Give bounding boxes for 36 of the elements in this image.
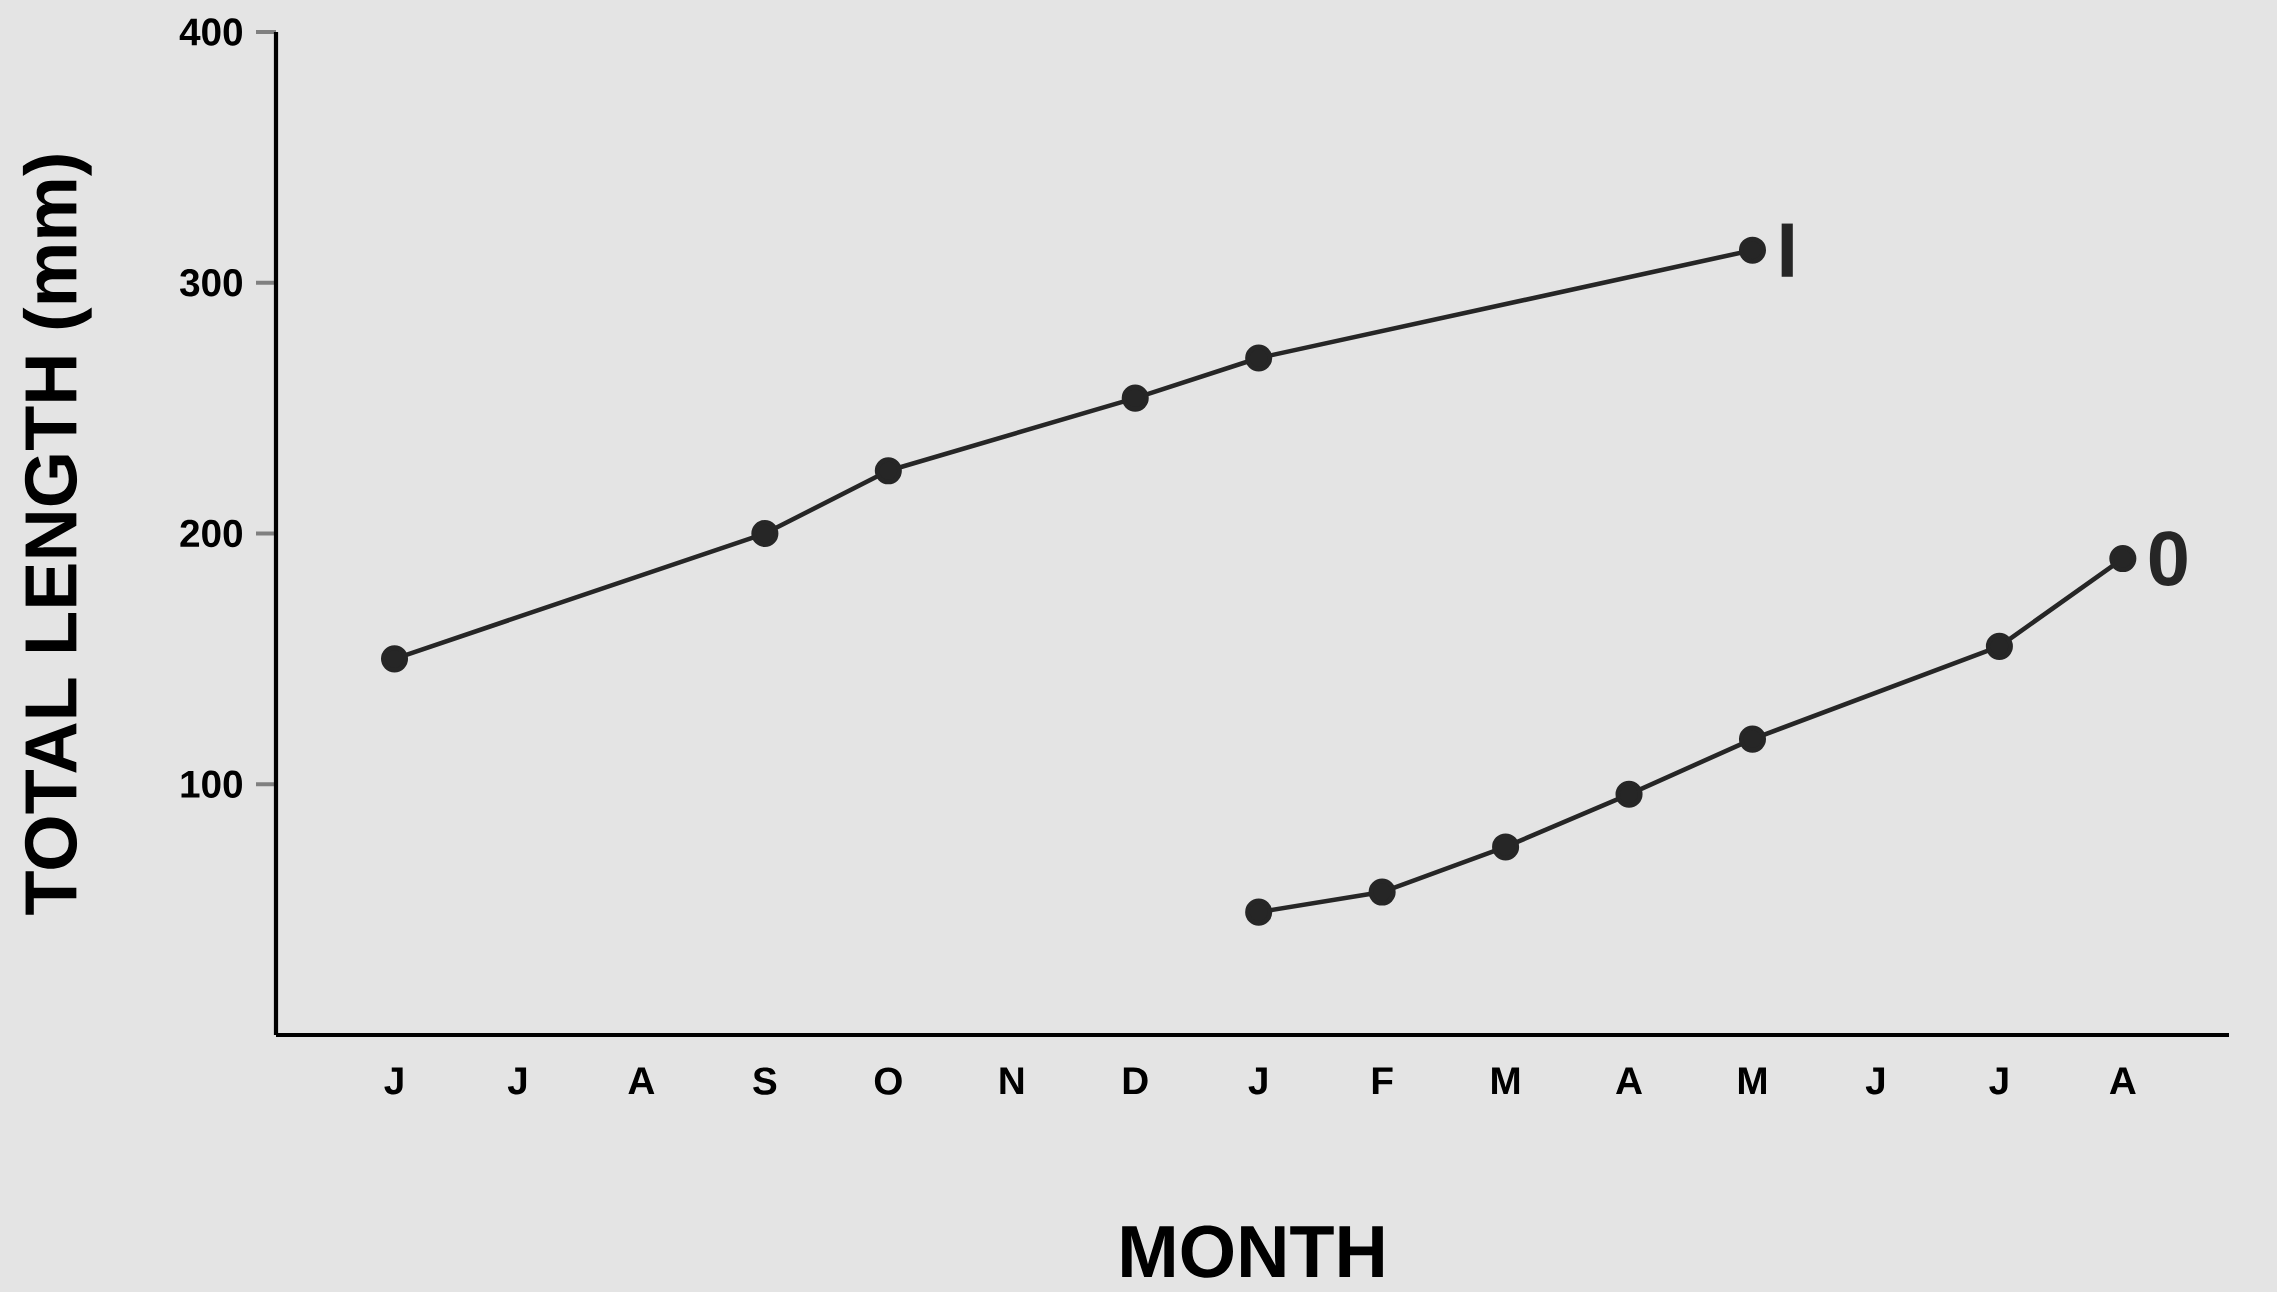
y-tick-label: 100 bbox=[181, 770, 242, 798]
point bbox=[380, 645, 409, 673]
point bbox=[1738, 725, 1767, 753]
x-tick-label: J bbox=[1989, 1067, 2008, 1095]
point bbox=[1985, 632, 2013, 660]
y-tick-label: 400 bbox=[179, 18, 242, 46]
x-tick-label: J bbox=[1865, 1067, 1885, 1095]
point bbox=[1245, 344, 1273, 372]
y-tick-label: 300 bbox=[179, 269, 242, 297]
point bbox=[751, 519, 779, 548]
y-axis-title: TOTAL LENGTH (mm) bbox=[22, 155, 92, 915]
y-tick-label: 200 bbox=[180, 519, 242, 548]
point bbox=[1245, 898, 1273, 926]
point bbox=[874, 457, 902, 485]
x-tick-label: J bbox=[384, 1067, 403, 1095]
x-tick-label: F bbox=[1372, 1067, 1393, 1095]
x-tick-label: A bbox=[628, 1067, 655, 1095]
legend-label: 0 bbox=[2149, 531, 2187, 586]
point bbox=[1492, 833, 1520, 861]
x-tick-label: J bbox=[1248, 1067, 1267, 1095]
x-tick-label: S bbox=[753, 1067, 777, 1095]
x-tick-label: M bbox=[1738, 1067, 1766, 1095]
x-tick-label: M bbox=[1492, 1067, 1520, 1095]
x-tick-label: J bbox=[507, 1067, 527, 1095]
x-axis-title: MONTH bbox=[1122, 1225, 1383, 1278]
x-tick-label: A bbox=[2109, 1067, 2136, 1095]
x-tick-label: O bbox=[874, 1067, 902, 1095]
point bbox=[1121, 384, 1149, 412]
x-tick-label: N bbox=[1000, 1067, 1024, 1095]
x-tick-label: D bbox=[1123, 1067, 1148, 1095]
point bbox=[1368, 878, 1396, 906]
x-tick-label: A bbox=[1616, 1067, 1642, 1095]
point bbox=[1615, 780, 1643, 808]
point bbox=[2109, 545, 2137, 573]
point bbox=[1738, 236, 1767, 264]
legend-label: I bbox=[1781, 223, 1793, 277]
